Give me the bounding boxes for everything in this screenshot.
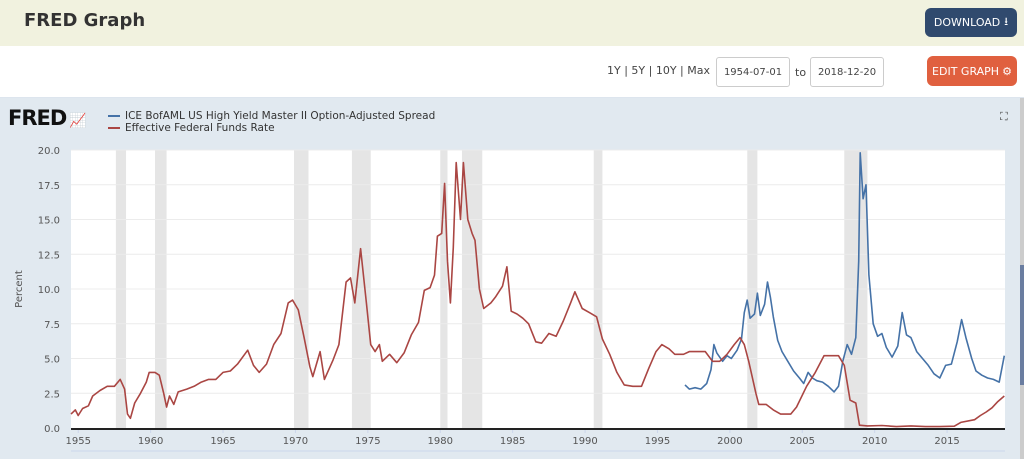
x-tick-label: 1980 [428, 436, 453, 447]
header-bar: FRED Graph DOWNLOAD ⭳ [0, 0, 1024, 46]
fullscreen-icon[interactable]: ⛶ [1000, 110, 1008, 123]
x-tick-label: 1985 [500, 436, 525, 447]
end-date-input[interactable]: 2018-12-20 [810, 57, 884, 87]
x-tick-label: 2000 [717, 436, 742, 447]
y-tick-label: 5.0 [44, 355, 60, 366]
y-tick-label: 17.5 [38, 181, 60, 192]
gear-icon: ⚙ [1002, 64, 1012, 78]
x-tick-label: 2005 [790, 436, 815, 447]
y-tick-label: 20.0 [38, 146, 60, 157]
x-tick-label: 1960 [138, 436, 163, 447]
legend-item-hy-spread[interactable]: ICE BofAML US High Yield Master II Optio… [108, 110, 435, 122]
download-button[interactable]: DOWNLOAD ⭳ [925, 8, 1017, 37]
start-date-input[interactable]: 1954-07-01 [716, 57, 790, 87]
chart-legend: ICE BofAML US High Yield Master II Optio… [108, 110, 435, 134]
download-label: DOWNLOAD [933, 16, 1001, 29]
edit-graph-button[interactable]: EDIT GRAPH ⚙ [927, 56, 1017, 86]
range-links[interactable]: 1Y | 5Y | 10Y | Max [607, 64, 710, 77]
y-tick-label: 7.5 [44, 320, 60, 331]
download-icon: ⭳ [1004, 15, 1009, 28]
x-tick-label: 1995 [645, 436, 670, 447]
date-controls: 1Y | 5Y | 10Y | Max 1954-07-01 to 2018-1… [0, 46, 1024, 98]
scrollbar-thumb[interactable] [1020, 265, 1024, 385]
x-tick-label: 2010 [862, 436, 887, 447]
x-tick-label: 1955 [66, 436, 91, 447]
edit-graph-label: EDIT GRAPH [932, 64, 1000, 78]
page-title: FRED Graph [24, 10, 146, 31]
y-tick-label: 2.5 [44, 389, 60, 400]
series-line-hy-spread [684, 152, 1006, 393]
x-tick-label: 1970 [283, 436, 308, 447]
fred-logo: FRED 📈 [8, 106, 87, 130]
x-tick-label: 2015 [934, 436, 959, 447]
y-tick-label: 10.0 [38, 285, 60, 296]
x-tick-label: 1990 [572, 436, 597, 447]
series-line-fed-funds [70, 161, 1005, 428]
to-label: to [795, 66, 807, 79]
y-tick-label: 15.0 [38, 216, 60, 227]
y-tick-label: 0.0 [44, 424, 60, 435]
legend-item-fed-funds[interactable]: Effective Federal Funds Rate [108, 122, 435, 134]
x-tick-label: 1965 [210, 436, 235, 447]
x-tick-label: 1975 [355, 436, 380, 447]
chart-logo-icon: 📈 [69, 113, 86, 129]
y-axis-label: Percent [14, 270, 25, 308]
y-tick-label: 12.5 [38, 250, 60, 261]
